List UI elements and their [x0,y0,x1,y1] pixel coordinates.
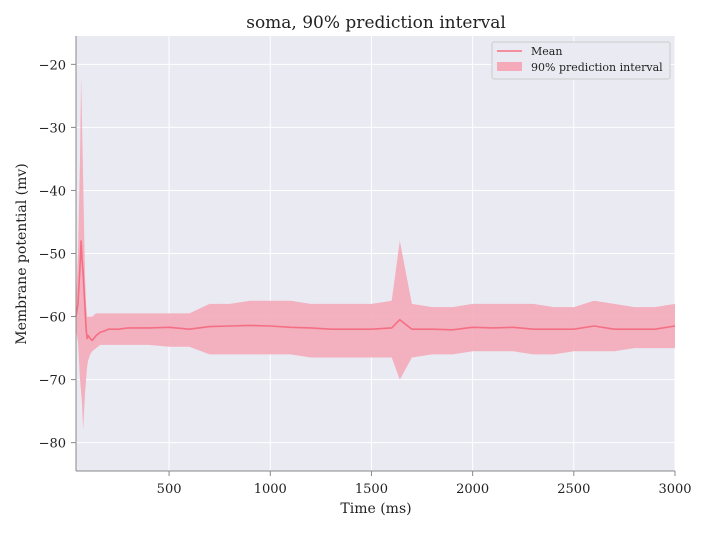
x-axis-ticks: 500 1000 1500 2000 2500 3000 [157,471,692,497]
y-axis-ticks: −20 −30 −40 −50 −60 −70 −80 [39,58,76,452]
legend-box [491,41,671,80]
y-tick-label: −30 [39,121,66,136]
prediction-interval-band-layer [76,77,675,430]
y-tick-label: −20 [39,58,66,73]
legend: Mean 90% prediction interval [491,41,671,80]
legend-interval-swatch [497,62,522,71]
y-tick-label: −70 [39,374,66,389]
x-tick-label: 1500 [355,482,388,497]
x-tick-label: 3000 [658,482,691,497]
x-tick-label: 2000 [456,482,489,497]
mean-line-layer [75,240,676,342]
x-tick-label: 1000 [254,482,287,497]
y-tick-label: −80 [39,437,66,452]
x-tick-label: 2500 [557,482,590,497]
x-tick-label: 500 [157,482,182,497]
x-axis-label: Time (ms) [340,501,411,517]
y-tick-label: −60 [39,311,66,326]
y-tick-label: −40 [39,184,66,199]
legend-mean-label: Mean [531,45,562,58]
y-axis-label: Membrane potential (mv) [14,163,30,344]
chart-title: soma, 90% prediction interval [246,13,506,33]
y-tick-label: −50 [39,248,66,263]
legend-interval-label: 90% prediction interval [531,61,663,74]
prediction-interval-band [76,77,675,430]
mean-line [75,240,676,342]
